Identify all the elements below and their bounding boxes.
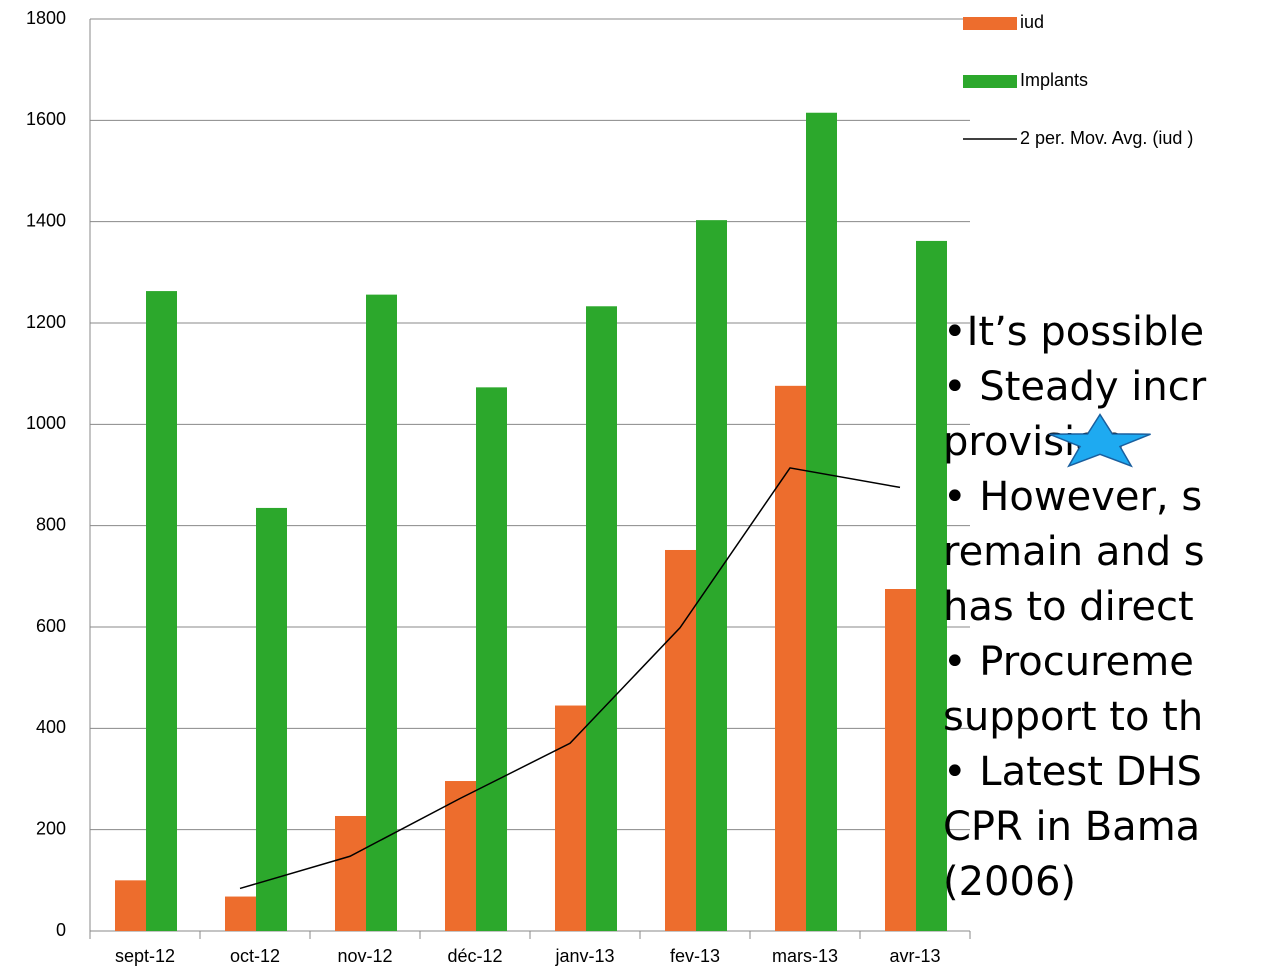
note-line: CPR in Bama bbox=[943, 804, 1200, 850]
y-tick-label: 600 bbox=[36, 616, 66, 636]
bar bbox=[916, 240, 947, 932]
x-tick-label: déc-12 bbox=[447, 946, 502, 966]
legend-label: iud bbox=[1020, 12, 1044, 32]
note-line: support to th bbox=[943, 694, 1203, 740]
legend-swatch bbox=[963, 17, 1017, 30]
y-tick-label: 1400 bbox=[26, 210, 66, 230]
x-tick-label: oct-12 bbox=[230, 946, 280, 966]
note-line: • Steady incr bbox=[943, 364, 1207, 410]
note-line: • However, s bbox=[943, 474, 1202, 520]
note-line: • Procureme bbox=[943, 639, 1194, 685]
moving-average-line bbox=[239, 467, 901, 890]
bar bbox=[665, 549, 696, 931]
note-line: (2006) bbox=[943, 859, 1076, 905]
bar bbox=[225, 896, 256, 931]
y-tick-label: 0 bbox=[56, 920, 66, 940]
note-line: remain and s bbox=[943, 529, 1205, 575]
bar bbox=[555, 705, 586, 931]
x-tick-label: sept-12 bbox=[115, 946, 175, 966]
y-tick-label: 1800 bbox=[26, 8, 66, 28]
bar bbox=[335, 815, 366, 931]
x-tick-label: janv-13 bbox=[554, 946, 614, 966]
bar bbox=[885, 589, 916, 931]
bar bbox=[476, 387, 507, 931]
note-line: has to direct bbox=[943, 584, 1194, 630]
legend-label: 2 per. Mov. Avg. (iud ) bbox=[1020, 128, 1193, 148]
y-tick-label: 400 bbox=[36, 717, 66, 737]
x-tick-label: fev-13 bbox=[670, 946, 720, 966]
y-tick-label: 1200 bbox=[26, 312, 66, 332]
star bbox=[1049, 413, 1151, 468]
bar bbox=[586, 306, 617, 931]
x-tick-label: mars-13 bbox=[772, 946, 838, 966]
bar bbox=[366, 294, 397, 931]
y-tick-label: 1600 bbox=[26, 109, 66, 129]
legend-swatch bbox=[963, 75, 1017, 88]
bar bbox=[445, 781, 476, 931]
bar bbox=[146, 291, 177, 932]
legend-label: Implants bbox=[1020, 70, 1088, 90]
bar bbox=[806, 112, 837, 931]
note-line: •It’s possible bbox=[943, 309, 1204, 355]
x-tick-label: avr-13 bbox=[889, 946, 940, 966]
y-tick-label: 1000 bbox=[26, 413, 66, 433]
y-tick-label: 800 bbox=[36, 514, 66, 534]
x-tick-label: nov-12 bbox=[337, 946, 392, 966]
bar bbox=[256, 507, 287, 931]
y-tick-label: 200 bbox=[36, 818, 66, 838]
note-line: • Latest DHS bbox=[943, 749, 1202, 795]
bar bbox=[115, 880, 146, 931]
bar bbox=[775, 385, 806, 931]
bar bbox=[696, 220, 727, 931]
